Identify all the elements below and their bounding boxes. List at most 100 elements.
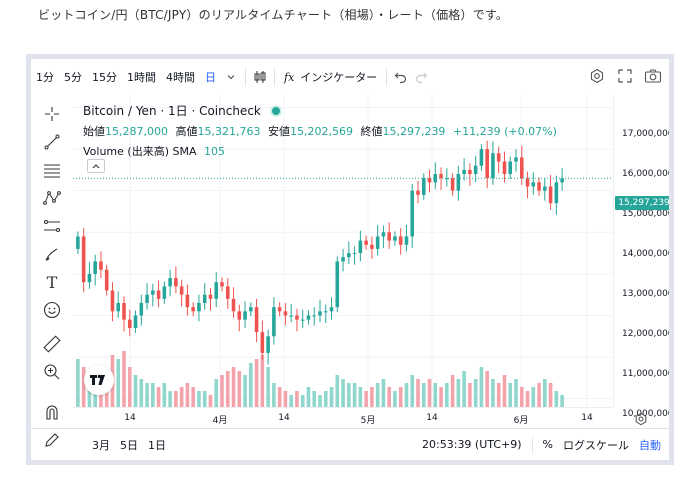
price-axis[interactable]: 17,000,000 16,000,000 15,000,000 14,000,… xyxy=(613,95,669,419)
range-5d[interactable]: 5日 xyxy=(120,438,138,452)
volume-bar xyxy=(237,371,242,407)
candle-body xyxy=(168,278,172,287)
range-3m[interactable]: 3月 xyxy=(92,438,110,452)
candle-body xyxy=(462,169,466,175)
interval-1h[interactable]: 1時間 xyxy=(127,71,156,84)
pattern-icon[interactable] xyxy=(41,187,63,209)
fx-icon: fx xyxy=(284,70,295,84)
volume-bar xyxy=(358,387,363,407)
x-tick-label: 14 xyxy=(426,413,438,423)
low-value: 15,202,569 xyxy=(289,125,353,138)
log-scale-toggle[interactable]: ログスケール xyxy=(563,438,629,452)
candle-body xyxy=(139,303,144,316)
axis-settings-icon[interactable] xyxy=(631,409,651,429)
interval-5m[interactable]: 5分 xyxy=(64,71,82,84)
text-tool-icon[interactable]: T xyxy=(46,272,58,292)
auto-scale-toggle[interactable]: 自動 xyxy=(639,438,661,452)
volume-bar xyxy=(347,383,351,407)
candle-body xyxy=(202,294,207,303)
candle-body xyxy=(249,307,253,312)
prediction-icon[interactable] xyxy=(41,215,63,237)
candle-body xyxy=(323,311,328,313)
volume-bar xyxy=(323,391,328,407)
zoom-in-icon[interactable] xyxy=(41,361,63,383)
candle-body xyxy=(197,303,201,312)
x-tick-label: 14 xyxy=(581,413,593,423)
y-tick-label: 11,000,000 xyxy=(622,369,669,379)
collapse-legend-button[interactable] xyxy=(87,159,105,173)
interval-15m[interactable]: 15分 xyxy=(92,71,117,84)
candle-body xyxy=(439,174,443,179)
y-tick-label: 13,000,000 xyxy=(622,289,669,299)
volume-bar xyxy=(473,379,478,407)
candle-body xyxy=(191,307,195,312)
market-status-icon xyxy=(272,107,281,115)
candle-body xyxy=(145,294,149,303)
candle-body xyxy=(347,253,351,258)
candle-body xyxy=(133,315,138,328)
candle-body xyxy=(404,236,409,245)
high-label: 高値 xyxy=(175,125,198,138)
volume-bar xyxy=(404,383,409,407)
tradingview-logo[interactable] xyxy=(84,365,114,395)
magnet-icon[interactable] xyxy=(41,401,63,423)
pencil-icon[interactable] xyxy=(41,429,63,451)
camera-icon[interactable] xyxy=(643,66,663,86)
volume-label[interactable]: Volume (出来高) xyxy=(83,145,169,158)
volume-bar xyxy=(249,363,253,407)
indicators-button[interactable]: fx インジケーター xyxy=(279,66,382,88)
candle-body xyxy=(151,290,155,295)
candle-body xyxy=(76,236,80,249)
trend-line-icon[interactable] xyxy=(41,131,63,153)
volume-bar xyxy=(508,383,513,407)
clock-time[interactable]: 20:53:39 (UTC+9) xyxy=(422,438,522,451)
candles-icon[interactable] xyxy=(250,67,270,87)
redo-icon[interactable] xyxy=(411,67,431,87)
candle-body xyxy=(502,161,507,175)
candle-body xyxy=(122,303,126,320)
interval-4h[interactable]: 4時間 xyxy=(166,71,195,84)
brush-icon[interactable] xyxy=(41,243,63,265)
open-label: 始値 xyxy=(83,125,105,138)
volume-bar xyxy=(329,387,334,407)
emoji-icon[interactable] xyxy=(41,299,63,321)
price-chart[interactable] xyxy=(73,95,613,407)
chart-widget-frame: 1分 5分 15分 1時間 4時間 日 fx インジケーター xyxy=(26,54,674,465)
time-axis[interactable]: 14 4月 14 5月 14 6月 14 xyxy=(73,407,613,427)
toolbar-divider xyxy=(274,68,275,86)
candle-body xyxy=(433,174,438,183)
volume-bar xyxy=(393,391,397,407)
close-value: 15,297,239 xyxy=(382,125,446,138)
range-1d[interactable]: 1日 xyxy=(148,438,166,452)
volume-bar xyxy=(537,383,541,407)
candle-body xyxy=(456,174,461,191)
volume-row: Volume (出来高) SMA 105 xyxy=(83,142,561,162)
ruler-icon[interactable] xyxy=(41,333,63,355)
volume-bar xyxy=(439,387,443,407)
chart-widget: 1分 5分 15分 1時間 4時間 日 fx インジケーター xyxy=(31,59,669,460)
settings-icon[interactable] xyxy=(587,66,607,86)
top-toolbar: 1分 5分 15分 1時間 4時間 日 fx インジケーター xyxy=(31,59,669,95)
volume-bar xyxy=(225,371,230,407)
bottom-divider xyxy=(531,436,533,453)
candle-body xyxy=(381,232,386,237)
volume-bar xyxy=(410,375,415,407)
chevron-down-icon[interactable] xyxy=(221,67,241,87)
volume-bar xyxy=(543,379,547,407)
fib-lines-icon[interactable] xyxy=(41,159,63,181)
candle-body xyxy=(560,178,564,183)
undo-icon[interactable] xyxy=(391,67,411,87)
candle-body xyxy=(295,315,299,320)
percent-toggle[interactable]: % xyxy=(542,438,553,451)
crosshair-icon[interactable] xyxy=(41,103,63,125)
volume-bar xyxy=(312,391,317,407)
volume-bar xyxy=(145,383,149,407)
fullscreen-icon[interactable] xyxy=(615,66,635,86)
interval-1m[interactable]: 1分 xyxy=(36,71,54,84)
toolbar-divider xyxy=(386,68,388,86)
y-tick-label: 10,000,000 xyxy=(622,409,669,419)
candle-body xyxy=(491,153,495,179)
volume-bar xyxy=(162,383,167,407)
interval-1d[interactable]: 日 xyxy=(205,71,216,84)
symbol-title[interactable]: Bitcoin / Yen · 1日 · Coincheck xyxy=(83,104,261,118)
